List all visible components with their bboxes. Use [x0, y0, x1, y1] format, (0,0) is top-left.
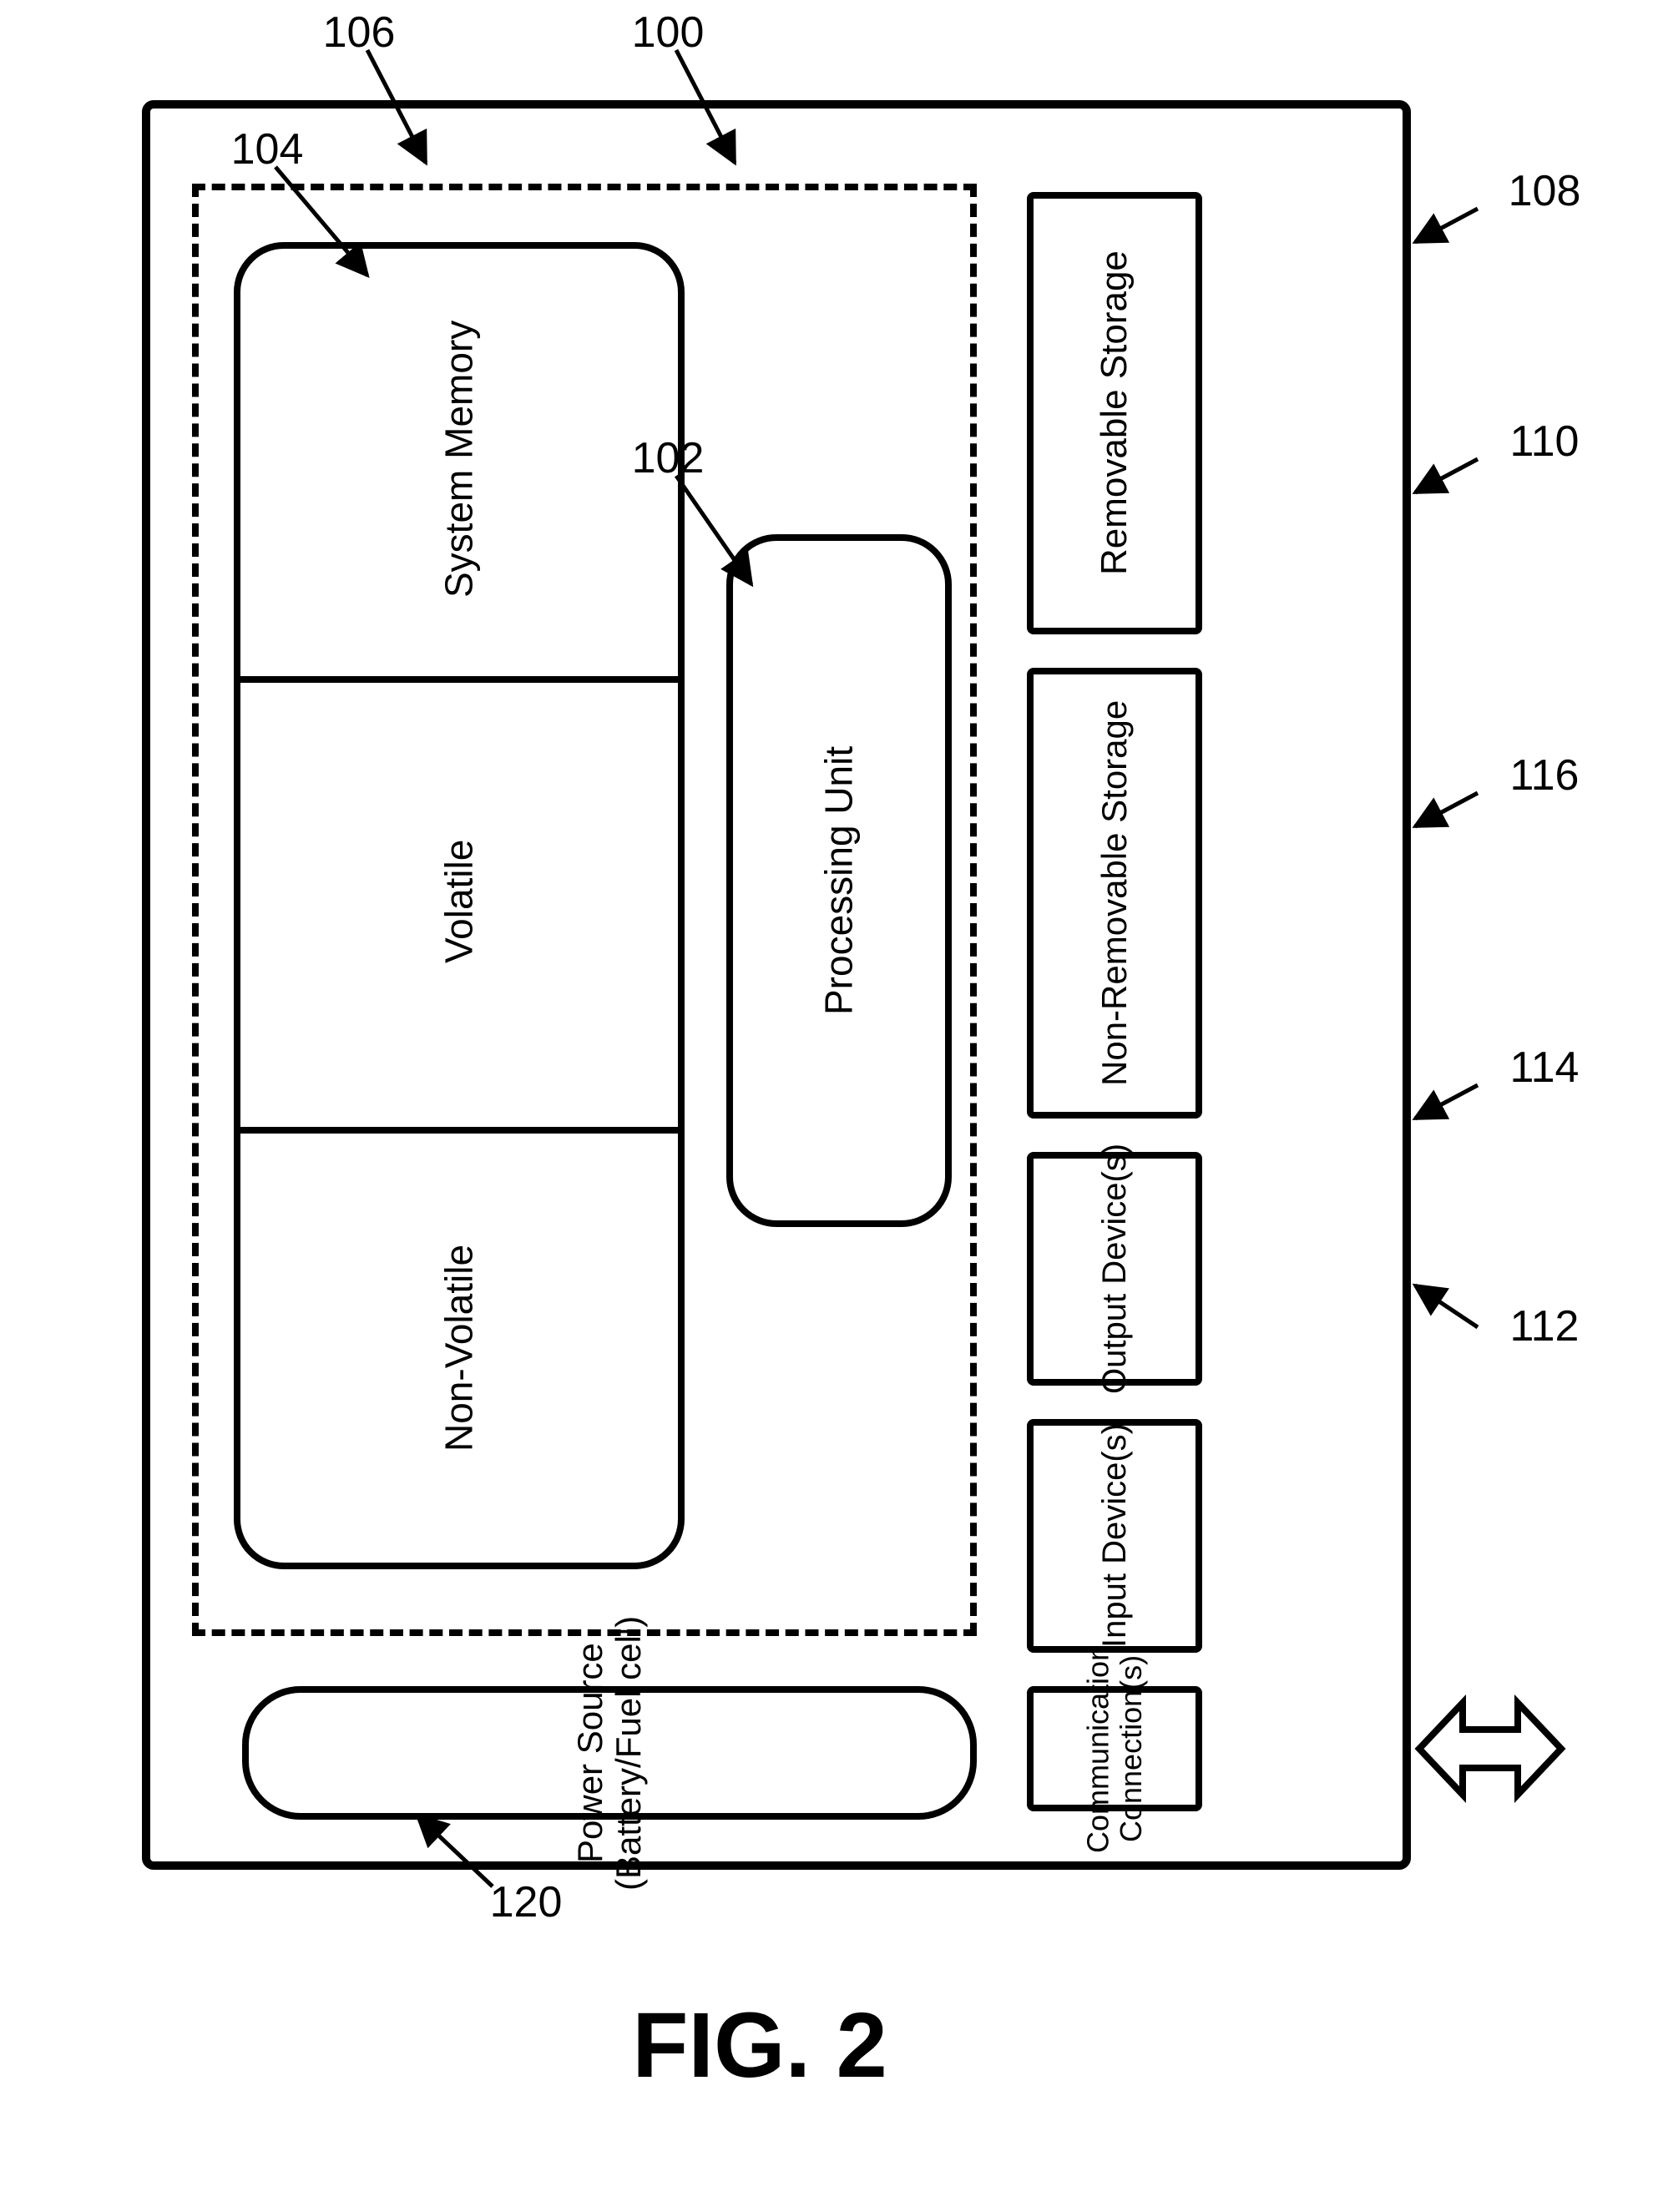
ref-116: 116 [1494, 751, 1595, 801]
leader-116 [1415, 793, 1478, 826]
input-device-label: Input Device(s) [1027, 1419, 1202, 1653]
power-source-label: Power Source (Battery/Fuel cell) [242, 1686, 977, 1820]
output-device-label: Output Device(s) [1027, 1152, 1202, 1386]
leader-112 [1415, 1285, 1478, 1327]
nonremovable-storage-label: Non-Removable Storage [1027, 668, 1202, 1119]
leader-108 [1415, 209, 1478, 242]
ref-102: 102 [618, 434, 718, 484]
ref-114: 114 [1494, 1043, 1595, 1093]
volatile-label: Volatile [234, 676, 685, 1127]
double-arrow-icon [1419, 1703, 1561, 1795]
leader-114 [1415, 1085, 1478, 1119]
nonvolatile-label: Non-Volatile [234, 1127, 685, 1569]
ref-100: 100 [618, 8, 718, 58]
ref-106: 106 [309, 8, 409, 58]
ref-108: 108 [1494, 167, 1595, 217]
ref-110: 110 [1494, 417, 1595, 467]
system-memory-label: System Memory [234, 242, 685, 676]
removable-storage-label: Removable Storage [1027, 192, 1202, 634]
processing-unit-label: Processing Unit [726, 534, 952, 1227]
figure-label: FIG. 2 [468, 1978, 1052, 2112]
ref-104: 104 [217, 125, 317, 175]
communication-label: Communication Connection(s) [1027, 1686, 1202, 1811]
diagram-stage: System Memory Volatile Non-Volatile Proc… [0, 0, 1653, 2212]
ref-112: 112 [1494, 1302, 1595, 1352]
ref-120: 120 [476, 1878, 576, 1928]
leader-110 [1415, 459, 1478, 492]
